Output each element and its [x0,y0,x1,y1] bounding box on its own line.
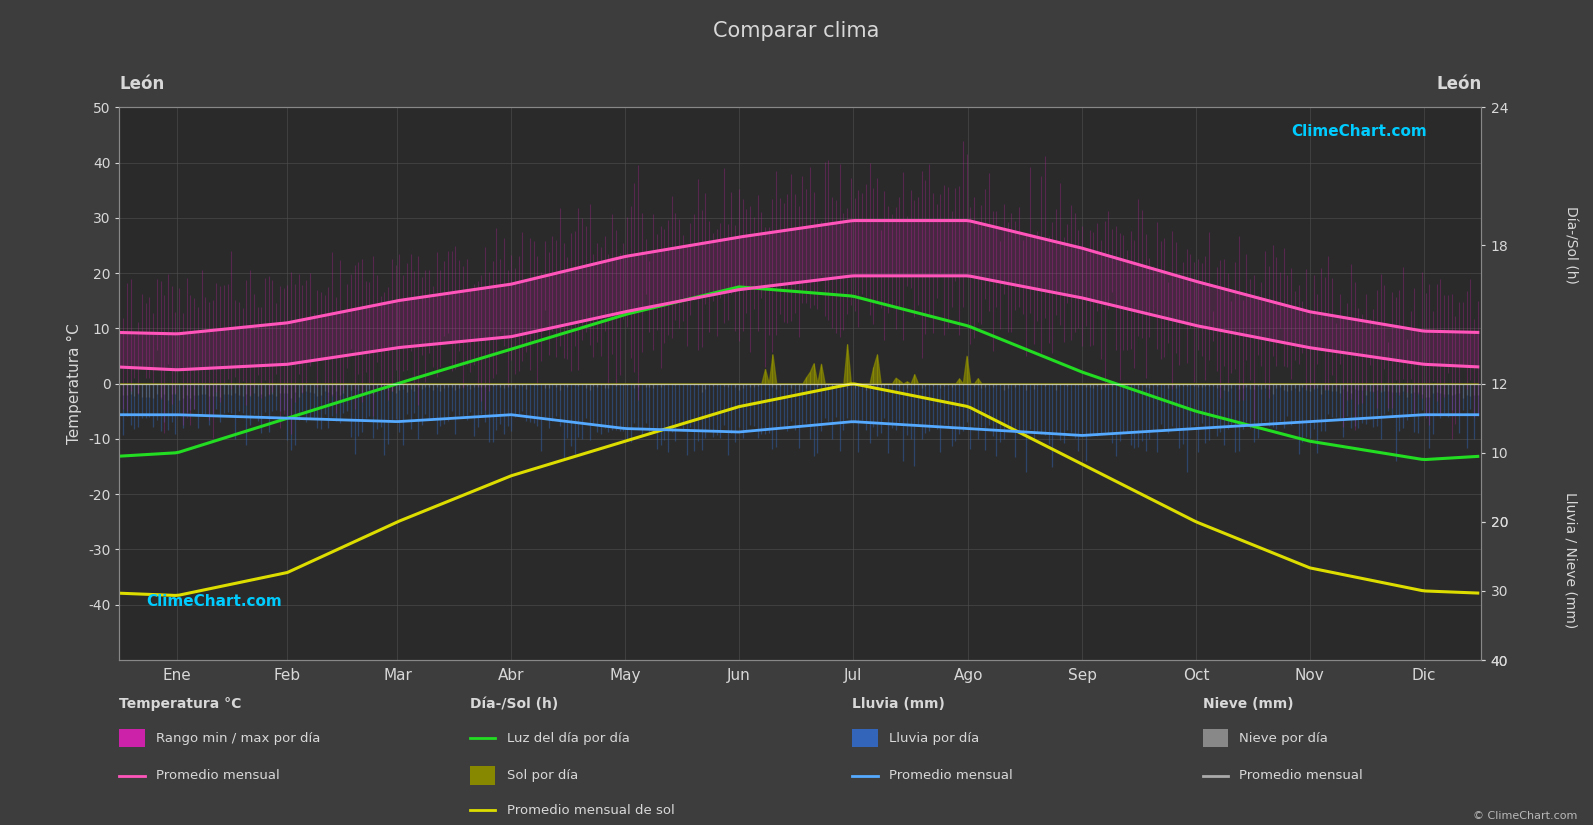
Text: Comparar clima: Comparar clima [714,21,879,40]
Text: León: León [1437,75,1481,93]
Text: Sol por día: Sol por día [507,769,578,782]
Text: Nieve (mm): Nieve (mm) [1203,697,1294,711]
Text: Lluvia / Nieve (mm): Lluvia / Nieve (mm) [1563,493,1577,629]
Text: León: León [119,75,164,93]
Text: Nieve por día: Nieve por día [1239,732,1329,745]
Text: Promedio mensual: Promedio mensual [156,769,280,782]
Text: ClimeChart.com: ClimeChart.com [147,594,282,609]
Text: Temperatura °C: Temperatura °C [119,697,242,711]
Text: Día-/Sol (h): Día-/Sol (h) [470,697,558,711]
Text: Lluvia (mm): Lluvia (mm) [852,697,945,711]
Text: Promedio mensual: Promedio mensual [889,769,1013,782]
Text: ClimeChart.com: ClimeChart.com [1292,124,1427,139]
Text: © ClimeChart.com: © ClimeChart.com [1472,811,1577,821]
Text: Rango min / max por día: Rango min / max por día [156,732,320,745]
Text: Promedio mensual: Promedio mensual [1239,769,1364,782]
Text: Día-/Sol (h): Día-/Sol (h) [1563,206,1577,285]
Text: Luz del día por día: Luz del día por día [507,732,629,745]
Text: Promedio mensual de sol: Promedio mensual de sol [507,804,674,817]
Y-axis label: Temperatura °C: Temperatura °C [67,323,83,444]
Text: Lluvia por día: Lluvia por día [889,732,980,745]
